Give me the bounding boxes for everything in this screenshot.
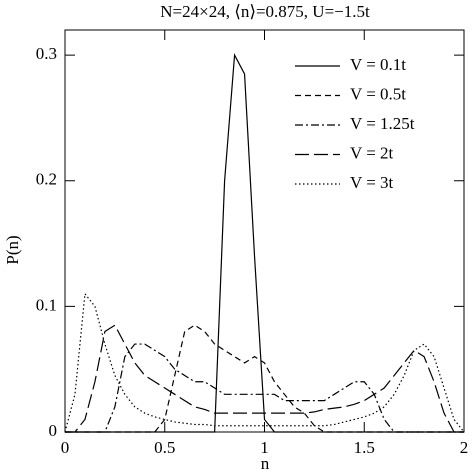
x-tick-label: 0 (61, 438, 70, 457)
legend-label: V = 3t (350, 173, 394, 192)
y-tick-label: 0.1 (36, 295, 57, 314)
series-line (64, 292, 465, 433)
legend-label: V = 2t (350, 143, 394, 162)
legend-label: V = 0.1t (350, 55, 406, 74)
x-tick-label: 1 (260, 438, 269, 457)
legend-label: V = 0.5t (350, 84, 406, 103)
x-tick-label: 2 (460, 438, 469, 457)
series-line (65, 324, 464, 433)
y-tick-label: 0.3 (36, 44, 57, 63)
series-line (65, 53, 464, 433)
legend-label: V = 1.25t (350, 114, 415, 133)
x-tick-label: 0.5 (154, 438, 175, 457)
y-tick-label: 0 (49, 421, 58, 440)
y-tick-label: 0.2 (36, 170, 57, 189)
chart-title: N=24×24, ⟨n⟩=0.875, U=−1.5t (160, 2, 370, 21)
x-tick-label: 1.5 (354, 438, 375, 457)
series-line (65, 343, 464, 433)
x-axis-label: n (261, 454, 270, 473)
y-axis-label: P(n) (3, 235, 22, 264)
